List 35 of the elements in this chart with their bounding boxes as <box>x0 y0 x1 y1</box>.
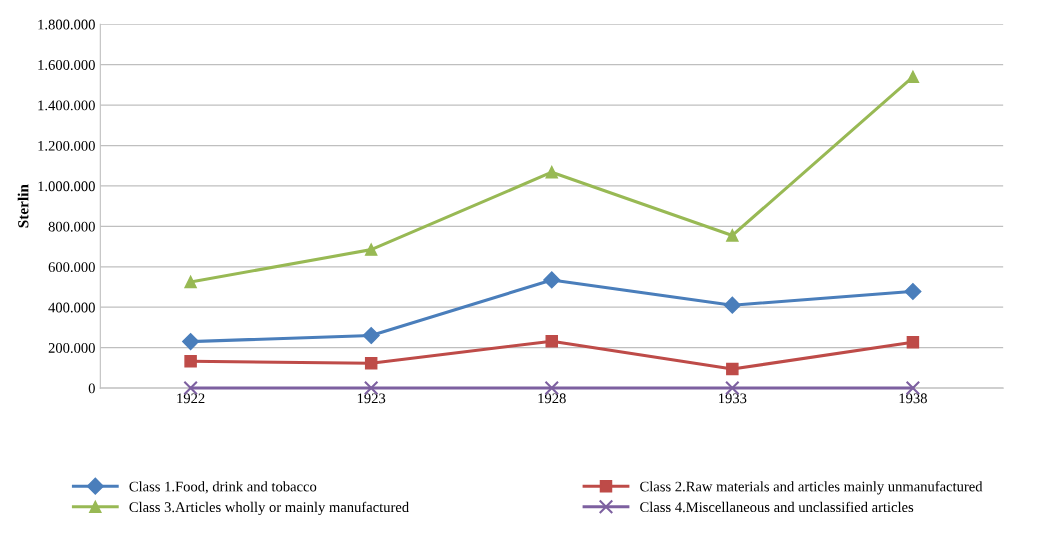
y-tick-label: 1.000.000 <box>38 181 95 192</box>
y-tick-label: 200.000 <box>48 343 95 353</box>
y-tick-label: 400.000 <box>48 302 95 313</box>
x-tick-label: 1933 <box>719 393 747 404</box>
x-tick-label: 1923 <box>357 393 386 404</box>
legend-label: Class 3.Articles wholly or mainly manufactured <box>129 501 409 516</box>
point <box>726 362 739 376</box>
point <box>904 282 922 301</box>
point <box>723 296 741 314</box>
y-tick-label: 1.800.000 <box>38 19 95 30</box>
y-tick-label: 800.000 <box>48 221 95 232</box>
point <box>364 243 378 256</box>
point <box>906 70 920 84</box>
y-tick-label: 600.000 <box>48 262 95 273</box>
point <box>545 334 559 348</box>
x-tick-label: 1922 <box>177 393 205 404</box>
legend-label: Class 1.Food, drink and tobacco <box>129 481 317 494</box>
y-tick-label: 1.200.000 <box>38 140 95 151</box>
y-tick-label: 1.400.000 <box>38 100 95 111</box>
point <box>362 326 380 345</box>
point <box>906 335 920 349</box>
point <box>182 333 200 351</box>
point <box>184 275 197 289</box>
y-tick-label: 0 <box>88 383 95 394</box>
y-axis-title: Sterlin <box>17 184 29 228</box>
legend-label: Class 4.Miscellaneous and unclassified articles <box>640 501 914 513</box>
point <box>726 229 739 242</box>
y-tick-label: 1.600.000 <box>38 60 95 70</box>
point <box>184 354 197 368</box>
point <box>543 271 561 289</box>
point <box>545 165 559 179</box>
x-tick-label: 1928 <box>538 393 566 404</box>
point <box>364 356 378 370</box>
legend-label: Class 2.Raw materials and articles mainly unmanufactured <box>640 481 983 495</box>
x-tick-label: 1938 <box>899 393 927 404</box>
